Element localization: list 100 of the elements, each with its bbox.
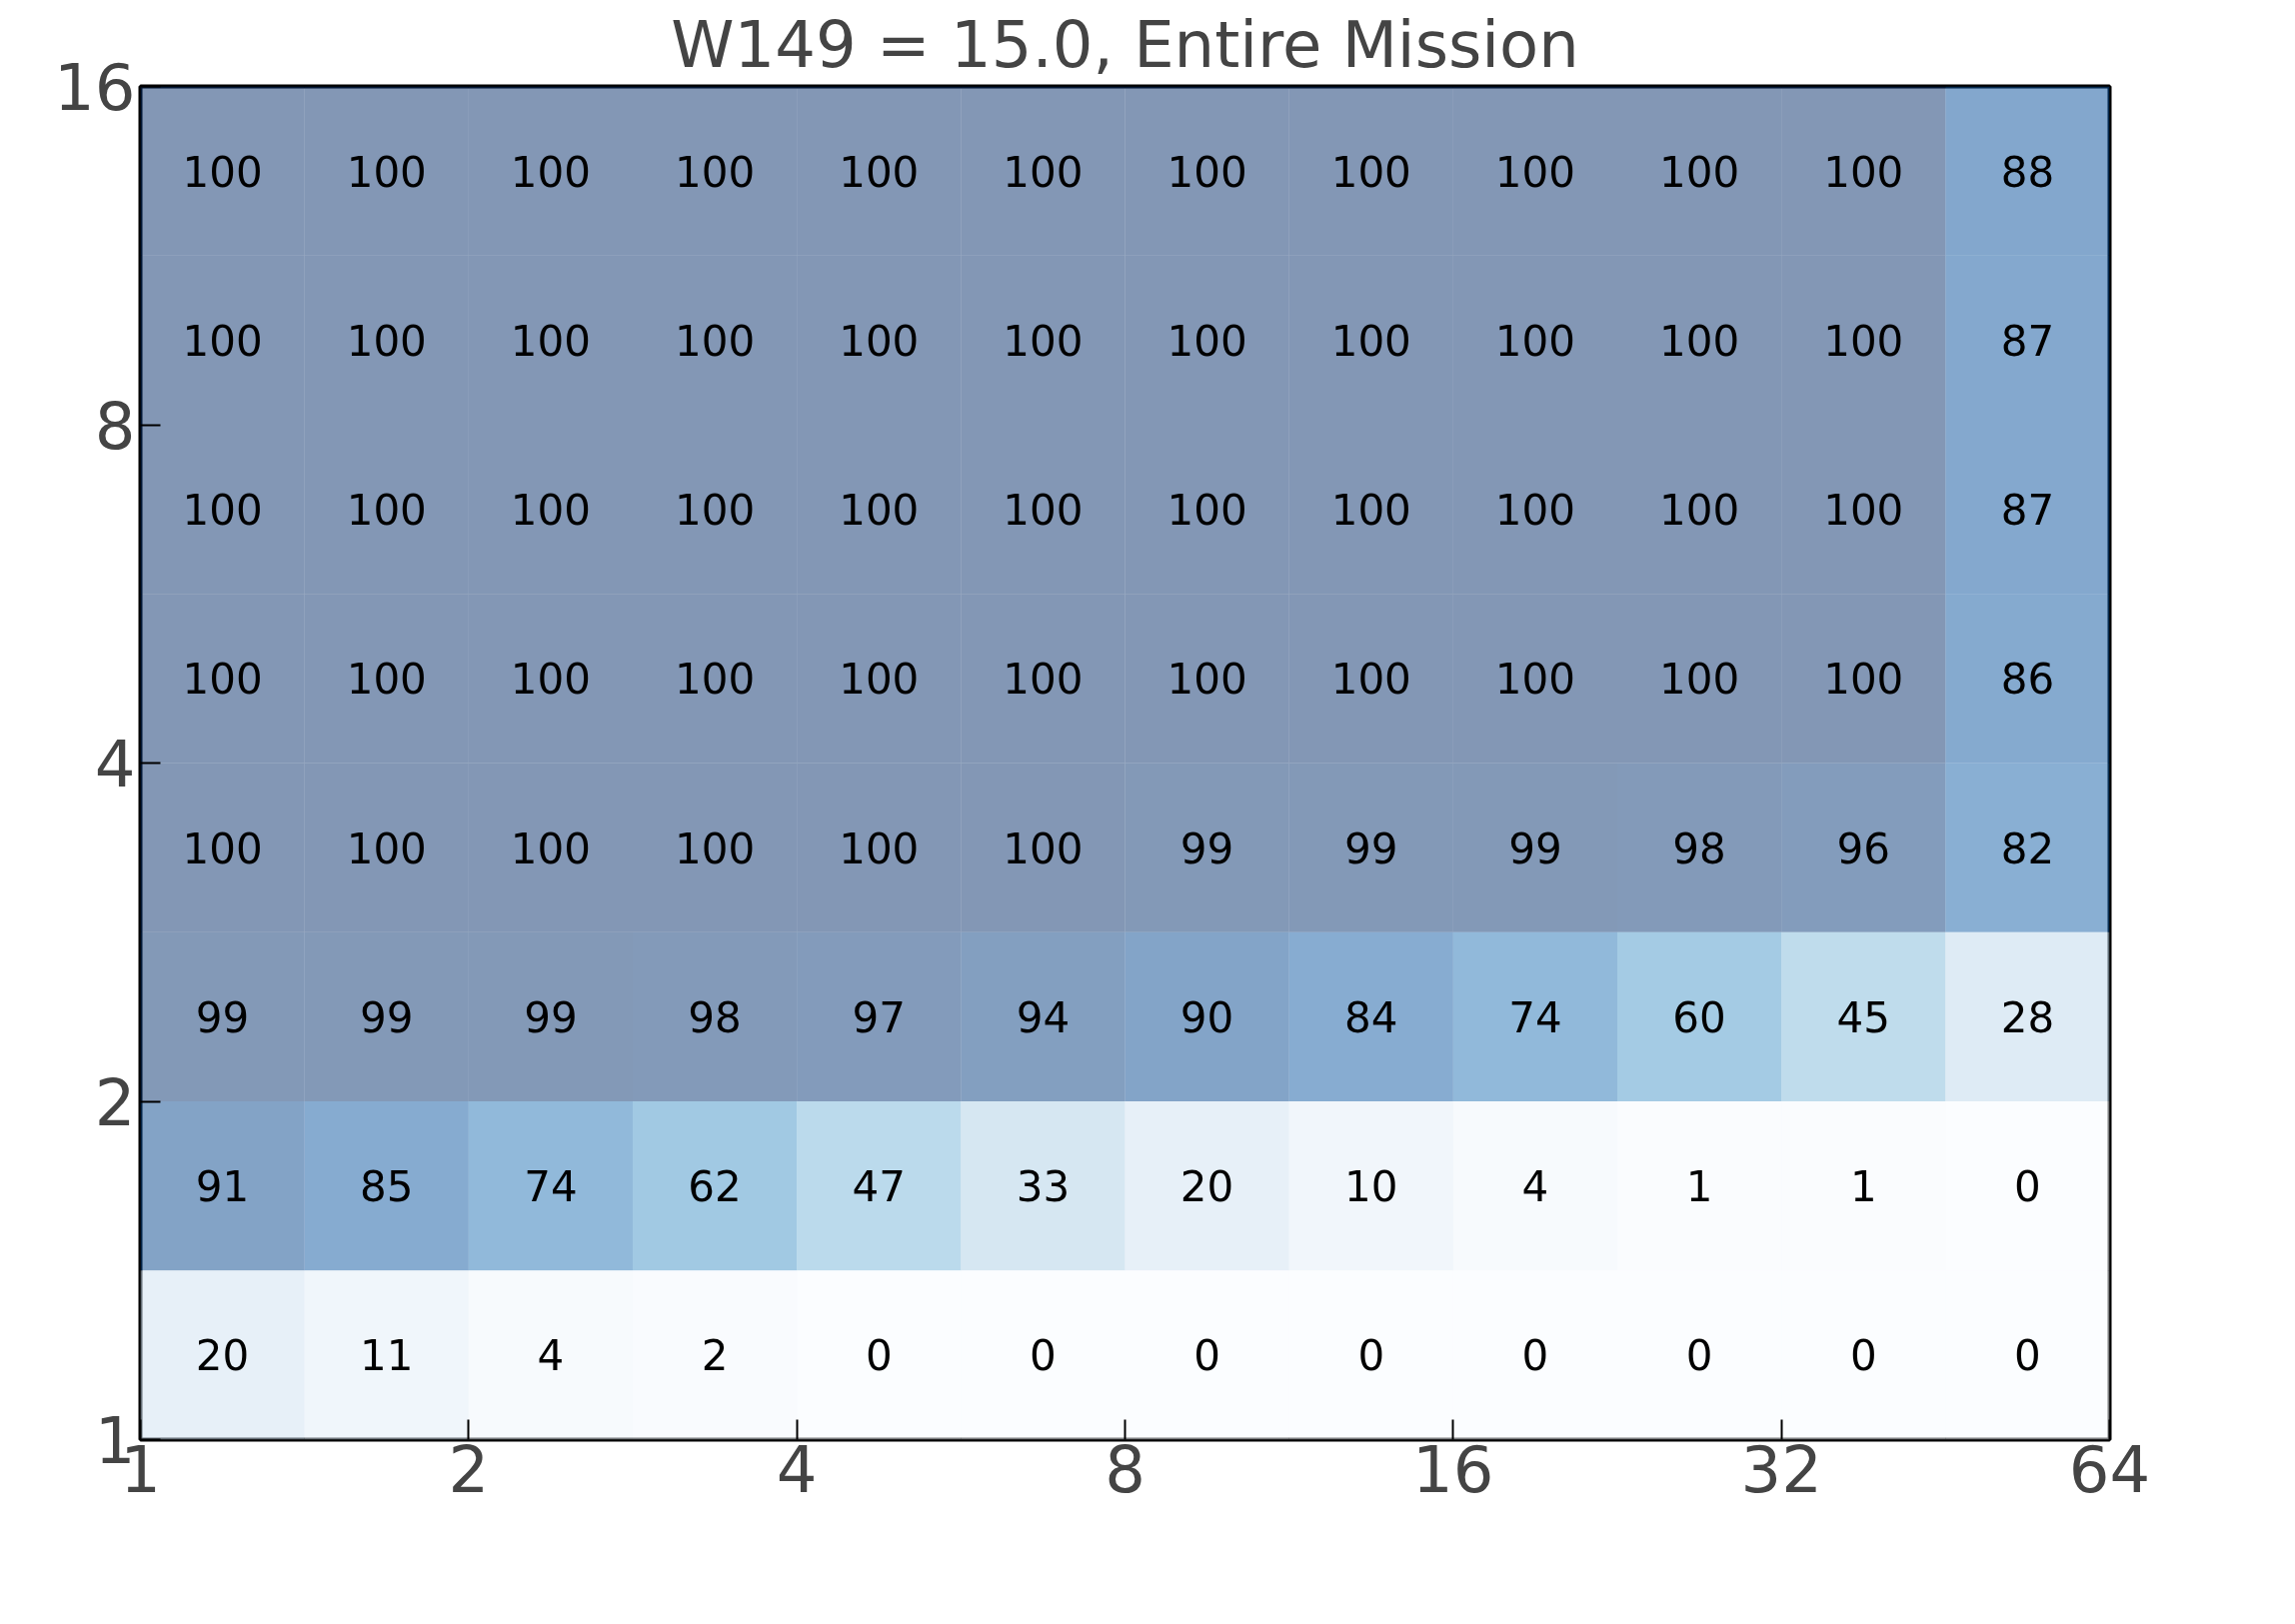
data-label: 99 xyxy=(1179,823,1234,873)
data-label: 100 xyxy=(346,316,427,366)
data-label: 74 xyxy=(524,1162,578,1212)
data-label: 1 xyxy=(1685,1162,1713,1212)
data-label: 100 xyxy=(346,486,427,536)
data-label: 88 xyxy=(2000,147,2055,197)
data-label: 100 xyxy=(1823,486,1904,536)
data-label: 47 xyxy=(852,1162,906,1212)
data-label: 84 xyxy=(1344,992,1398,1042)
data-label: 100 xyxy=(675,486,756,536)
data-label: 100 xyxy=(510,316,592,366)
chart-title: W149 = 15.0, Entire Mission xyxy=(671,7,1579,82)
data-label: 100 xyxy=(182,486,263,536)
data-label: 100 xyxy=(1823,655,1904,705)
data-label: 100 xyxy=(1003,823,1084,873)
data-label: 0 xyxy=(2014,1162,2041,1212)
data-label: 4 xyxy=(537,1331,565,1381)
data-label: 100 xyxy=(1003,147,1084,197)
data-label: 2 xyxy=(701,1331,729,1381)
data-label: 0 xyxy=(1685,1331,1713,1381)
data-label: 100 xyxy=(1003,316,1084,366)
data-label: 99 xyxy=(524,992,578,1042)
data-label: 85 xyxy=(360,1162,414,1212)
x-tick-label: 32 xyxy=(1740,1432,1822,1507)
x-tick-label: 4 xyxy=(776,1432,818,1507)
data-label: 100 xyxy=(510,486,592,536)
data-label: 0 xyxy=(1849,1331,1877,1381)
data-label: 100 xyxy=(1330,486,1411,536)
data-label: 100 xyxy=(346,655,427,705)
data-label: 0 xyxy=(1030,1331,1057,1381)
data-label: 10 xyxy=(1344,1162,1398,1212)
data-label: 100 xyxy=(1166,486,1247,536)
data-label: 45 xyxy=(1836,992,1890,1042)
data-label: 20 xyxy=(195,1331,250,1381)
y-tick-label: 16 xyxy=(54,51,136,125)
data-label: 0 xyxy=(865,1331,893,1381)
data-label: 100 xyxy=(182,316,263,366)
y-tick-label: 2 xyxy=(94,1065,136,1140)
data-label: 100 xyxy=(675,147,756,197)
data-label: 90 xyxy=(1179,992,1234,1042)
data-label: 1 xyxy=(1849,1162,1877,1212)
data-label: 100 xyxy=(839,316,920,366)
data-label: 100 xyxy=(1494,316,1576,366)
x-tick-label: 16 xyxy=(1412,1432,1494,1507)
data-label: 100 xyxy=(1494,486,1576,536)
y-tick-label: 8 xyxy=(94,389,136,464)
data-label: 100 xyxy=(1166,316,1247,366)
data-label: 20 xyxy=(1179,1162,1234,1212)
data-label: 100 xyxy=(510,823,592,873)
data-label: 11 xyxy=(360,1331,414,1381)
data-label: 99 xyxy=(1344,823,1398,873)
data-label: 100 xyxy=(839,147,920,197)
data-label: 100 xyxy=(1330,147,1411,197)
data-label: 100 xyxy=(182,655,263,705)
data-label: 100 xyxy=(1659,147,1740,197)
data-label: 60 xyxy=(1672,992,1726,1042)
data-label: 98 xyxy=(688,992,742,1042)
data-label: 100 xyxy=(510,655,592,705)
data-label: 100 xyxy=(839,655,920,705)
data-label: 100 xyxy=(675,823,756,873)
data-label: 86 xyxy=(2000,655,2055,705)
data-label: 100 xyxy=(346,823,427,873)
data-label: 99 xyxy=(360,992,414,1042)
data-label: 100 xyxy=(1330,316,1411,366)
x-tick-label: 8 xyxy=(1105,1432,1146,1507)
data-label: 100 xyxy=(1166,147,1247,197)
data-label: 100 xyxy=(1823,147,1904,197)
data-label: 100 xyxy=(1659,655,1740,705)
data-label: 100 xyxy=(182,823,263,873)
data-label: 97 xyxy=(852,992,906,1042)
data-label: 100 xyxy=(839,823,920,873)
data-label: 100 xyxy=(346,147,427,197)
data-label: 100 xyxy=(1659,486,1740,536)
data-label: 87 xyxy=(2000,316,2055,366)
x-tick-label: 64 xyxy=(2068,1432,2151,1507)
data-label: 0 xyxy=(1521,1331,1549,1381)
data-label: 100 xyxy=(510,147,592,197)
data-label: 96 xyxy=(1836,823,1890,873)
data-label: 98 xyxy=(1672,823,1726,873)
data-label: 100 xyxy=(1003,655,1084,705)
data-label: 62 xyxy=(688,1162,742,1212)
data-label: 100 xyxy=(1494,655,1576,705)
data-label: 100 xyxy=(675,655,756,705)
data-label: 28 xyxy=(2000,992,2055,1042)
data-label: 0 xyxy=(1193,1331,1220,1381)
x-tick-label: 2 xyxy=(448,1432,490,1507)
data-label: 82 xyxy=(2000,823,2055,873)
data-label: 99 xyxy=(195,992,250,1042)
data-label: 4 xyxy=(1521,1162,1549,1212)
data-label: 100 xyxy=(1166,655,1247,705)
data-label: 100 xyxy=(1003,486,1084,536)
data-label: 99 xyxy=(1508,823,1562,873)
data-label: 100 xyxy=(1659,316,1740,366)
data-label: 33 xyxy=(1016,1162,1071,1212)
data-label: 0 xyxy=(1357,1331,1385,1381)
data-label: 100 xyxy=(1330,655,1411,705)
data-label: 91 xyxy=(195,1162,250,1212)
data-label: 100 xyxy=(675,316,756,366)
data-label: 100 xyxy=(182,147,263,197)
data-label: 74 xyxy=(1508,992,1562,1042)
